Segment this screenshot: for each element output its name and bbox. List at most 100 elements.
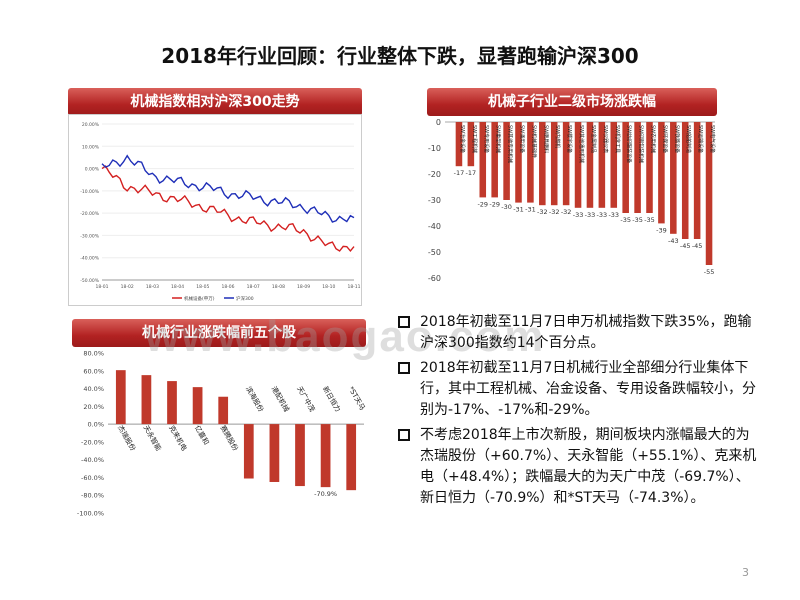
- y-tick-label: 60.0%: [83, 367, 104, 375]
- y-tick-label: 0.0%: [87, 421, 104, 429]
- square-bullet-icon: [398, 362, 410, 374]
- bar: [562, 122, 570, 206]
- y-tick-label: -40: [428, 222, 441, 231]
- data-label: -35: [620, 216, 631, 224]
- bar: [693, 122, 701, 239]
- bar: [634, 122, 641, 213]
- data-label: -29: [477, 200, 488, 208]
- category-label: SW船舶制造: [685, 125, 692, 153]
- y-tick-label: -30: [428, 196, 441, 205]
- bullet-list: 2018年初截至11月7日申万机械指数下跌35%，跑输沪深300指数约14个百分…: [398, 312, 758, 513]
- data-label: -35: [632, 216, 643, 224]
- bar: [539, 122, 546, 206]
- category-label: SW环保设备: [661, 125, 668, 153]
- y-tick-label: 20.00%: [82, 122, 100, 128]
- x-tick-label: 18-03: [146, 284, 159, 290]
- y-tick-label: -30.00%: [80, 233, 100, 239]
- bar: [610, 122, 618, 208]
- data-label: -33: [585, 211, 596, 219]
- page-number: 3: [742, 566, 749, 579]
- category-label: SW运输设备: [697, 125, 704, 153]
- bar: [269, 424, 280, 482]
- y-tick-label: -60: [428, 274, 441, 283]
- y-tick-label: -10: [428, 144, 441, 153]
- y-tick-label: -60.0%: [81, 474, 104, 482]
- bar: [320, 424, 331, 488]
- square-bullet-icon: [398, 316, 410, 328]
- y-tick-label: -40.00%: [80, 256, 100, 262]
- x-tick-label: 18-11: [347, 284, 360, 290]
- bar: [598, 122, 606, 208]
- category-label: SW铁路设备: [673, 125, 680, 153]
- category-label: SW印刷包装机械: [638, 125, 645, 163]
- data-label: -31: [525, 206, 536, 214]
- category-label: SW重型机械: [495, 125, 502, 153]
- bar: [646, 122, 653, 213]
- bullet-text: 不考虑2018年上市次新股，期间板块内涨幅最大的为杰瑞股份（+60.7%）、天永…: [420, 427, 757, 506]
- data-label: -39: [656, 226, 667, 234]
- bar: [550, 122, 558, 206]
- y-tick-label: 20.0%: [83, 403, 104, 411]
- square-bullet-icon: [398, 429, 410, 441]
- category-label: SW仪器仪表: [602, 125, 609, 153]
- y-tick-label: -10.00%: [80, 189, 100, 195]
- category-label: 天永智能: [142, 424, 164, 453]
- data-label: -33: [608, 211, 619, 219]
- data-label: -43: [668, 237, 679, 245]
- bar: [681, 122, 689, 239]
- category-label: 亿嘉和: [193, 424, 211, 447]
- bar: [167, 381, 177, 425]
- x-tick-label: 18-08: [272, 284, 285, 290]
- x-tick-label: 18-09: [297, 284, 310, 290]
- bullet-item: 不考虑2018年上市次新股，期间板块内涨幅最大的为杰瑞股份（+60.7%）、天永…: [398, 425, 758, 509]
- category-label: SW其他通用机械: [578, 125, 585, 163]
- bar: [503, 122, 510, 200]
- x-tick-label: 18-06: [221, 284, 234, 290]
- bar: [670, 122, 677, 234]
- y-tick-label: 0: [436, 118, 441, 127]
- category-label: SW通用设备: [519, 125, 526, 153]
- bullet-text: 2018年初截至11月7日申万机械指数下跌35%，跑输沪深300指数约14个百分…: [420, 314, 752, 351]
- y-tick-label: -40.0%: [81, 456, 104, 464]
- category-label: 新日恒力: [321, 385, 343, 414]
- bar: [455, 122, 463, 167]
- legend-label: 机械设备(申万): [184, 295, 215, 302]
- bar: [467, 122, 475, 167]
- banner-line-chart: 机械指数相对沪深300走势: [68, 88, 362, 116]
- bar: [192, 387, 203, 425]
- bar: [622, 122, 629, 213]
- bar: [515, 122, 522, 203]
- x-tick-label: 18-01: [95, 284, 108, 290]
- y-tick-label: -20.0%: [81, 438, 104, 446]
- data-label: -55: [704, 268, 715, 276]
- banner-stock-chart: 机械行业涨跌幅前五个股: [72, 319, 366, 347]
- chart-frame: [68, 114, 362, 306]
- y-tick-label: 40.0%: [83, 385, 104, 393]
- category-label: SW冶金设备: [459, 125, 466, 153]
- x-tick-label: 18-07: [247, 284, 260, 290]
- bar: [243, 424, 254, 479]
- category-label: 滨海股份: [244, 385, 266, 414]
- data-label: -30: [501, 203, 512, 211]
- category-label: SW磨具磨料: [542, 125, 549, 153]
- category-label: SW机床工具: [614, 125, 621, 153]
- data-label: -17: [466, 169, 477, 177]
- slide-title: 2018年行业回顾：行业整体下跌，显著跑输沪深300: [161, 44, 639, 68]
- series-line: [101, 154, 355, 223]
- x-tick-label: 18-05: [196, 284, 209, 290]
- legend-label: 沪深300: [236, 295, 254, 302]
- x-tick-label: 18-04: [171, 284, 184, 290]
- bullet-item: 2018年初截至11月7日机械行业全部细分行业集体下行，其中工程机械、冶金设备、…: [398, 358, 758, 421]
- category-label: SW内燃机: [554, 125, 561, 148]
- bar: [586, 122, 594, 208]
- data-label: -45: [692, 242, 703, 250]
- subsector-change-bar-chart: 0 -10 -20 -30 -40 -50 -60 -17 SW冶金设备 -17 SW工程机械 -29…: [428, 118, 716, 283]
- bar: [218, 396, 229, 425]
- bullet-text: 2018年初截至11月7日机械行业全部细分行业集体下行，其中工程机械、冶金设备、…: [420, 360, 756, 418]
- data-label: -17: [454, 169, 465, 177]
- y-tick-label: -80.0%: [81, 492, 104, 500]
- y-tick-label: -20: [428, 170, 441, 179]
- x-tick-label: 18-10: [322, 284, 335, 290]
- bar: [141, 375, 152, 425]
- y-tick-label: -100.0%: [77, 510, 104, 518]
